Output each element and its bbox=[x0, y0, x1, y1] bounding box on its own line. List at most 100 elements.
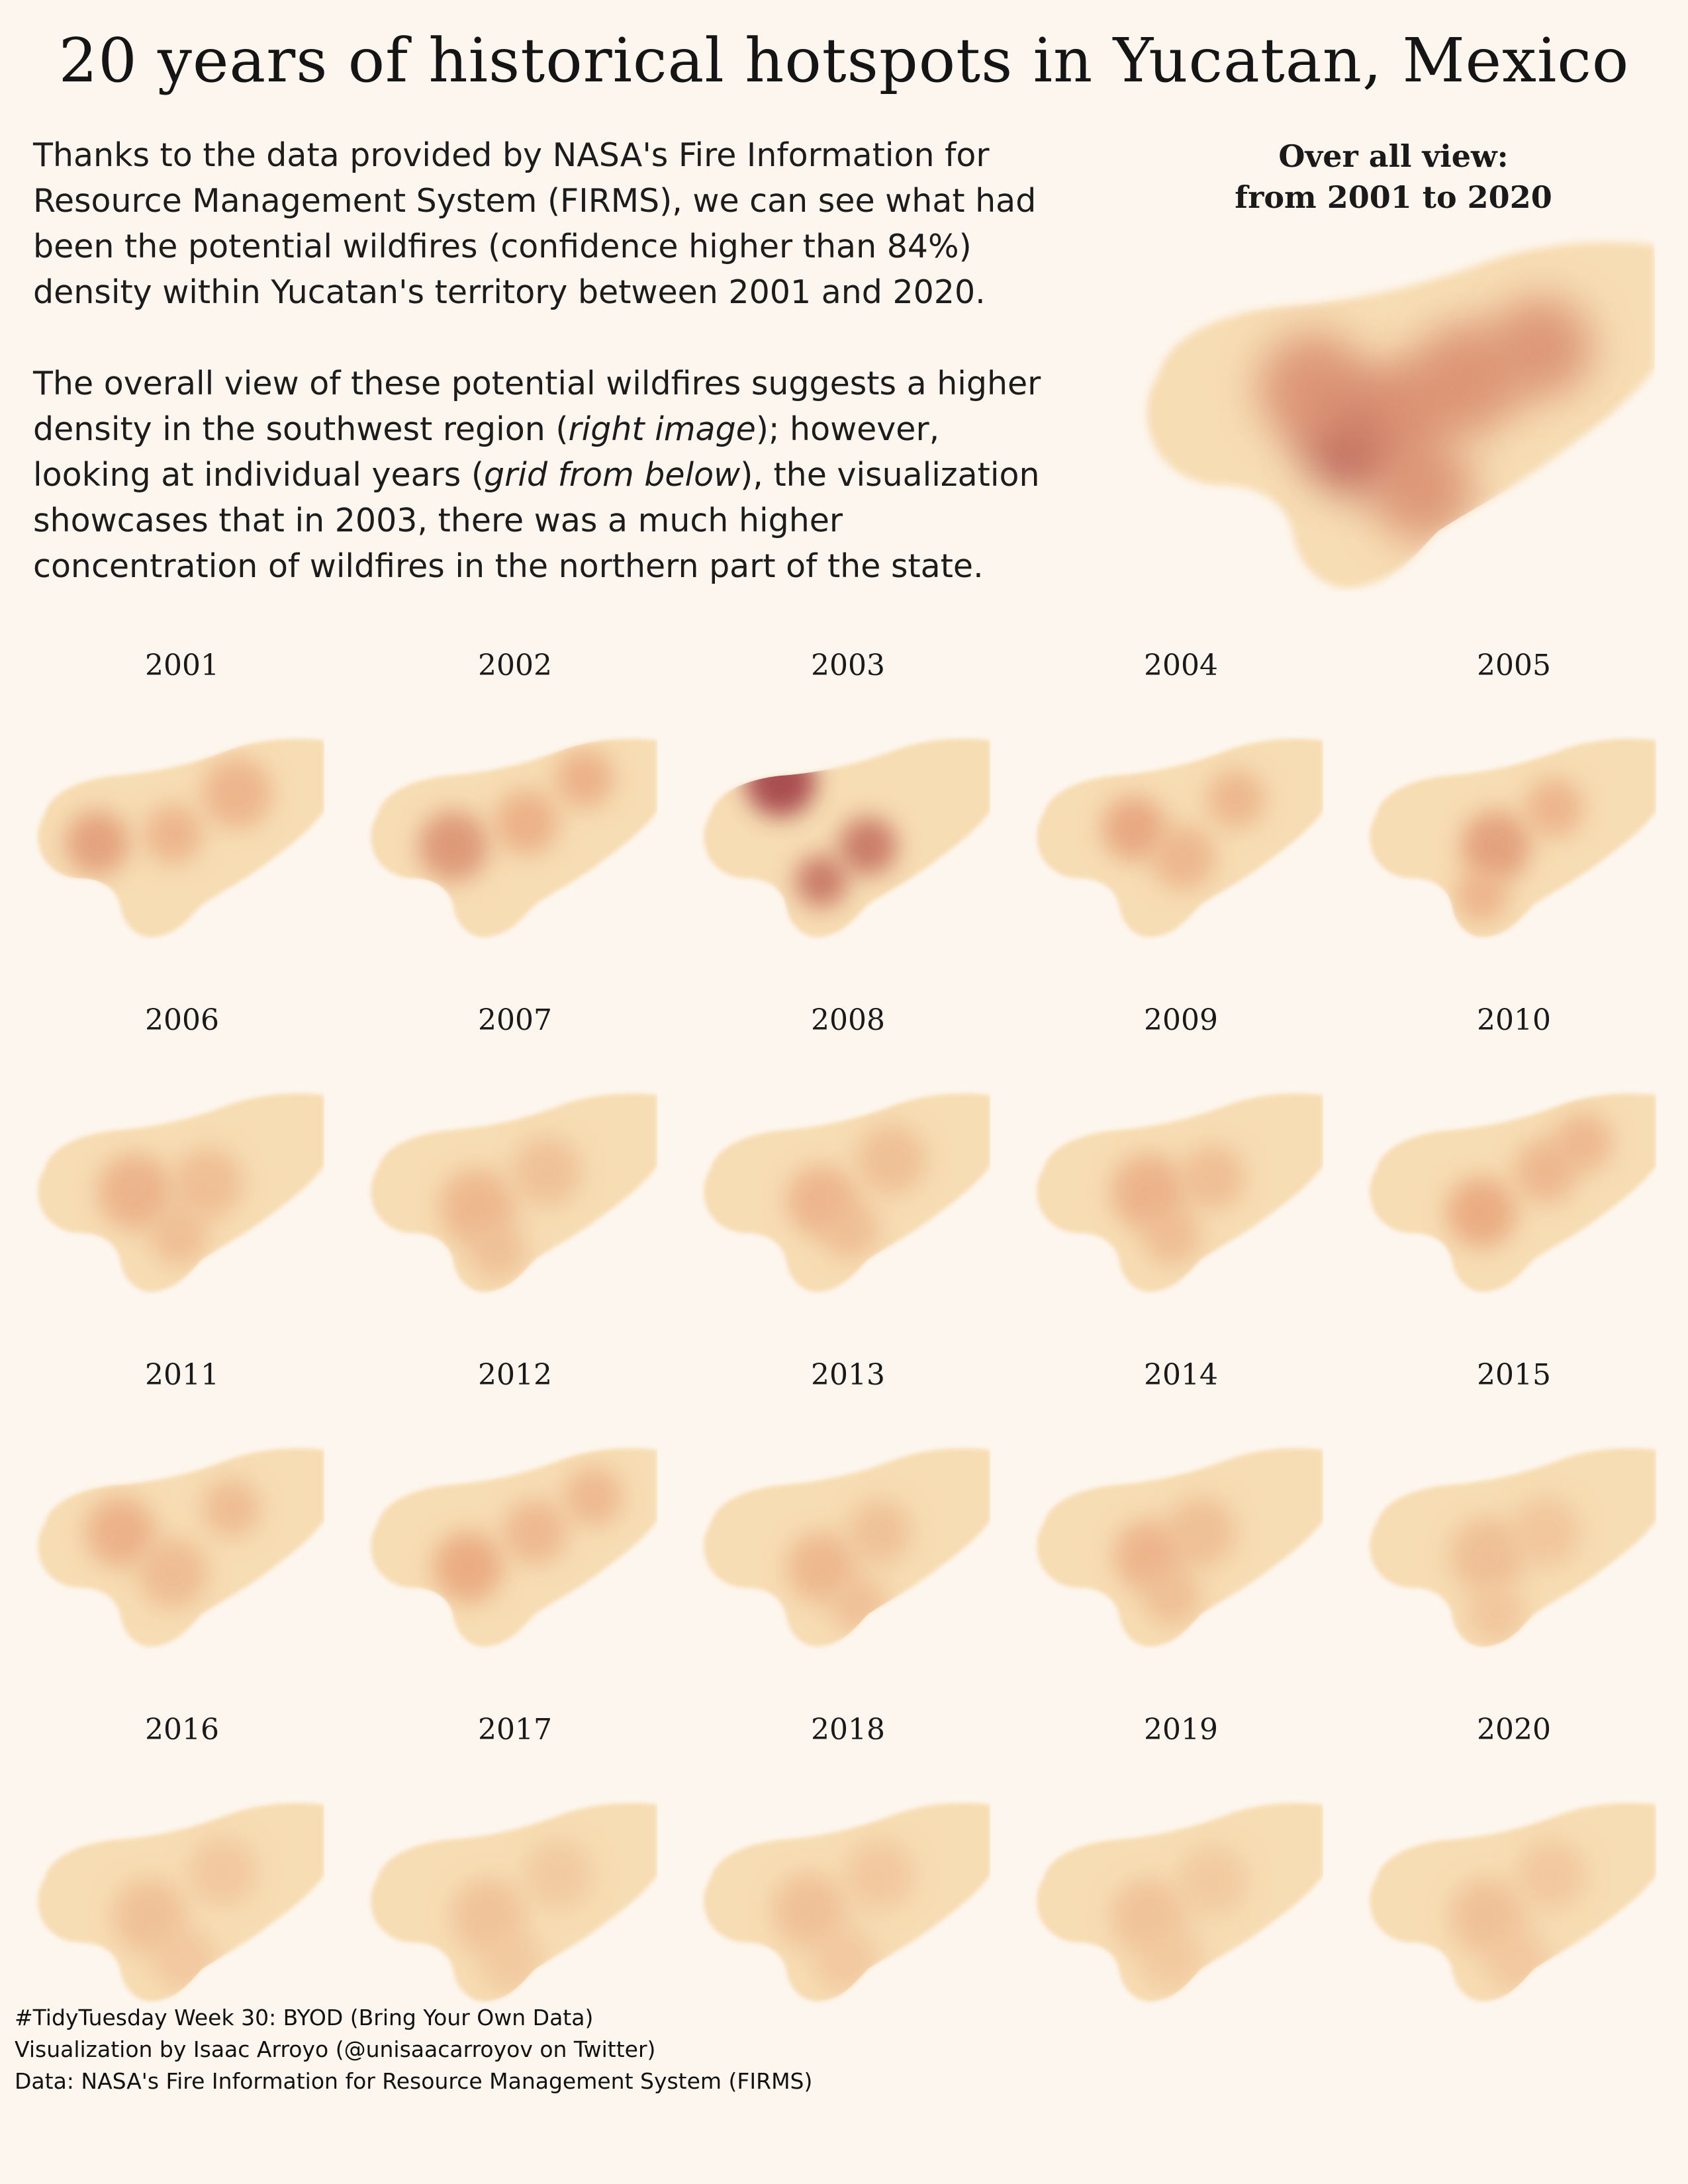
caption-line-1: #TidyTuesday Week 30: BYOD (Bring Your O… bbox=[15, 2005, 594, 2030]
year-density-svg-2017 bbox=[371, 1803, 657, 2002]
hotspot-density-mark bbox=[1525, 778, 1583, 837]
hotspot-density-mark bbox=[1484, 1927, 1549, 1993]
year-density-svg-2012 bbox=[371, 1448, 657, 1647]
year-density-map-2011 bbox=[33, 1444, 325, 1653]
hotspot-density-mark bbox=[1371, 439, 1474, 541]
hotspot-density-mark bbox=[202, 758, 272, 829]
year-density-svg-2015 bbox=[1370, 1448, 1656, 1647]
year-density-map-2008 bbox=[699, 1089, 990, 1298]
density-base bbox=[371, 1093, 657, 1293]
hotspot-density-mark bbox=[1511, 1496, 1581, 1567]
year-density-map-2005 bbox=[1365, 735, 1656, 943]
hotspot-density-mark bbox=[152, 1927, 217, 1993]
hotspot-density-mark bbox=[1449, 1517, 1525, 1594]
year-label-2008: 2008 bbox=[811, 1003, 885, 1037]
hotspot-density-mark bbox=[523, 1840, 594, 1911]
year-density-svg-2010 bbox=[1370, 1093, 1656, 1293]
hotspot-density-mark bbox=[494, 790, 559, 855]
hotspot-density-mark bbox=[502, 1500, 567, 1565]
year-label-2017: 2017 bbox=[478, 1713, 552, 1747]
year-density-svg-2001 bbox=[38, 739, 325, 938]
year-density-svg-2020 bbox=[1370, 1803, 1656, 2002]
density-base bbox=[1370, 1093, 1656, 1293]
year-density-svg-2013 bbox=[704, 1448, 990, 1647]
year-label-2002: 2002 bbox=[478, 649, 552, 682]
intro-emphasis-right-image: right image bbox=[568, 410, 756, 448]
hotspot-density-mark bbox=[812, 1927, 877, 1993]
year-density-map-2004 bbox=[1032, 735, 1323, 943]
hotspot-density-mark bbox=[1151, 825, 1216, 890]
hotspot-density-mark bbox=[1446, 1177, 1517, 1248]
year-density-map-2015 bbox=[1365, 1444, 1656, 1653]
year-density-map-2007 bbox=[366, 1089, 657, 1298]
caption-line-3: Data: NASA's Fire Information for Resour… bbox=[15, 2068, 813, 2094]
intro-paragraph-2: The overall view of these potential wild… bbox=[33, 361, 1053, 589]
year-label-2006: 2006 bbox=[145, 1003, 219, 1037]
hotspot-density-mark bbox=[745, 746, 816, 817]
chart-title: 20 years of historical hotspots in Yucat… bbox=[58, 25, 1630, 96]
year-label-2019: 2019 bbox=[1144, 1713, 1218, 1747]
year-label-2020: 2020 bbox=[1477, 1713, 1551, 1747]
year-density-map-2018 bbox=[699, 1799, 990, 2007]
hotspot-density-mark bbox=[1467, 1584, 1525, 1644]
hotspot-density-mark bbox=[433, 1531, 503, 1603]
year-density-svg-2019 bbox=[1037, 1803, 1323, 2002]
hotspot-density-mark bbox=[1178, 1845, 1248, 1917]
year-density-svg-2007 bbox=[371, 1093, 657, 1293]
year-density-svg-2008 bbox=[704, 1093, 990, 1293]
overall-label-line-2: from 2001 to 2020 bbox=[1235, 179, 1552, 215]
hotspot-density-mark bbox=[847, 1500, 912, 1565]
hotspot-density-mark bbox=[97, 1154, 173, 1230]
hotspot-density-mark bbox=[1461, 811, 1531, 882]
year-label-2015: 2015 bbox=[1477, 1358, 1551, 1392]
hotspot-density-mark bbox=[138, 1537, 208, 1608]
year-density-map-2012 bbox=[366, 1444, 657, 1653]
year-density-svg-2016 bbox=[38, 1803, 325, 2002]
hotspot-density-mark bbox=[468, 1221, 526, 1280]
intro-emphasis-grid: grid from below bbox=[484, 456, 741, 494]
hotspot-density-mark bbox=[830, 1576, 888, 1635]
caption-line-2: Visualization by Isaac Arroyo (@unisaaca… bbox=[15, 2036, 656, 2062]
hotspot-density-mark bbox=[418, 811, 489, 882]
year-label-2004: 2004 bbox=[1144, 649, 1218, 682]
year-label-2001: 2001 bbox=[145, 649, 219, 682]
hotspot-density-mark bbox=[845, 1840, 915, 1911]
overall-density-svg bbox=[1147, 242, 1655, 588]
hotspot-density-mark bbox=[150, 1206, 208, 1265]
year-density-svg-2004 bbox=[1037, 739, 1323, 938]
year-label-2010: 2010 bbox=[1477, 1003, 1551, 1037]
intro-text-part: ), the visualization showcases that in 2… bbox=[33, 456, 1040, 585]
year-density-svg-2014 bbox=[1037, 1448, 1323, 1647]
year-density-map-2017 bbox=[366, 1799, 657, 2007]
hotspot-density-mark bbox=[1516, 1840, 1587, 1911]
hotspot-density-mark bbox=[839, 817, 898, 876]
overall-view-label: Over all view: from 2001 to 2020 bbox=[1135, 136, 1652, 218]
hotspot-density-mark bbox=[1102, 796, 1166, 861]
year-density-map-2010 bbox=[1365, 1089, 1656, 1298]
intro-text: Thanks to the data provided by NASA's Fi… bbox=[33, 132, 1053, 589]
hotspot-density-mark bbox=[772, 1872, 848, 1948]
caption: #TidyTuesday Week 30: BYOD (Bring Your O… bbox=[15, 2002, 812, 2097]
hotspot-density-mark bbox=[1143, 1206, 1201, 1265]
hotspot-density-mark bbox=[1139, 1927, 1204, 1993]
hotspot-density-mark bbox=[564, 1467, 623, 1526]
year-label-2007: 2007 bbox=[478, 1003, 552, 1037]
year-density-map-2003 bbox=[699, 735, 990, 943]
year-label-2003: 2003 bbox=[811, 649, 885, 682]
year-density-map-2014 bbox=[1032, 1444, 1323, 1653]
hotspot-density-mark bbox=[856, 1124, 927, 1195]
year-label-2005: 2005 bbox=[1477, 649, 1551, 682]
hotspot-density-mark bbox=[144, 805, 203, 864]
intro-text-part: ); however, looking at individual years … bbox=[33, 410, 940, 494]
hotspot-density-mark bbox=[1143, 1567, 1201, 1626]
year-label-2014: 2014 bbox=[1144, 1358, 1218, 1392]
year-density-svg-2002 bbox=[371, 739, 657, 938]
year-density-svg-2011 bbox=[38, 1448, 325, 1647]
hotspot-density-mark bbox=[65, 811, 130, 876]
year-density-map-2013 bbox=[699, 1444, 990, 1653]
year-density-svg-2018 bbox=[704, 1803, 990, 2002]
year-density-svg-2005 bbox=[1370, 739, 1656, 938]
intro-paragraph-1: Thanks to the data provided by NASA's Fi… bbox=[33, 136, 1037, 311]
year-density-map-2006 bbox=[33, 1089, 325, 1298]
year-density-map-2009 bbox=[1032, 1089, 1323, 1298]
